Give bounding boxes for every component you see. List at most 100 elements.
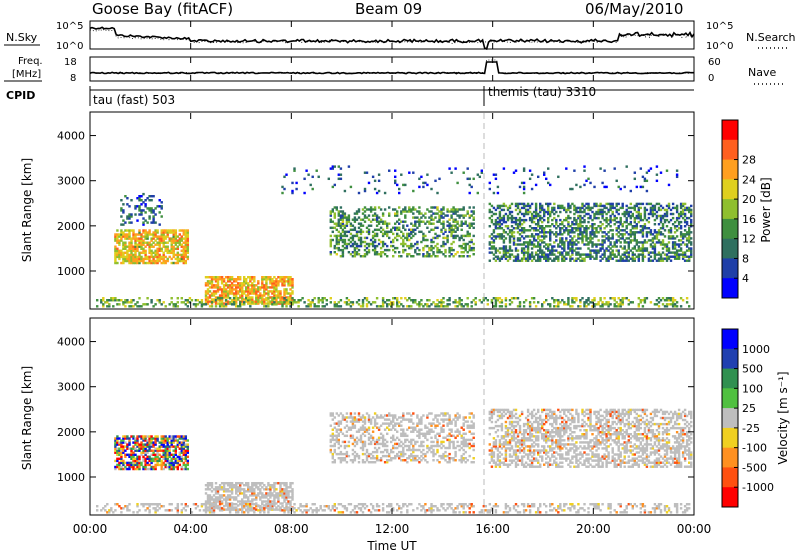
scatter-cell (561, 259, 564, 262)
scatter-cell (494, 297, 498, 300)
scatter-cell (500, 301, 504, 304)
scatter-cell (675, 235, 679, 238)
scatter-cell (444, 255, 447, 258)
scatter-cell (639, 218, 643, 222)
scatter-cell (653, 247, 657, 250)
scatter-cell (553, 299, 556, 302)
scatter-cell (154, 455, 157, 459)
scatter-cell (116, 449, 119, 452)
scatter-cell (651, 214, 655, 218)
scatter-cell (496, 185, 500, 189)
scatter-cell (114, 245, 117, 248)
scatter-cell (289, 298, 292, 301)
scatter-cell (329, 297, 333, 300)
scatter-cell (235, 507, 238, 510)
scatter-cell (136, 257, 139, 261)
scatter-cell (539, 204, 542, 208)
scatter-cell (186, 301, 190, 304)
scatter-cell (438, 301, 441, 304)
scatter-cell (589, 239, 592, 242)
scatter-cell (140, 257, 143, 261)
scatter-cell (559, 210, 562, 214)
scatter-cell (259, 292, 262, 295)
scatter-cell (164, 305, 167, 308)
scatter-cell (158, 299, 161, 302)
scatter-cell (688, 206, 691, 210)
scatter-cell (621, 225, 624, 228)
scatter-cell (289, 504, 292, 507)
scatter-cell (247, 284, 250, 287)
scatter-cell (440, 212, 443, 215)
scatter-cell (204, 502, 208, 505)
scatter-cell (124, 301, 127, 304)
sky-tick-top: 10^5 (56, 21, 83, 32)
scatter-cell (120, 207, 123, 210)
scatter-cell (313, 303, 316, 306)
scatter-cell (361, 299, 365, 302)
scatter-cell (329, 220, 333, 223)
scatter-cell (617, 251, 620, 254)
scatter-cell (599, 220, 602, 224)
scatter-cell (577, 225, 580, 228)
scatter-cell (136, 441, 139, 444)
scatter-cell (140, 453, 143, 457)
scatter-cell (625, 259, 628, 262)
scatter-cell (681, 257, 685, 260)
scatter-cell (688, 259, 691, 262)
scatter-cell (230, 503, 234, 506)
scatter-cell (152, 457, 155, 461)
scatter-cell (573, 259, 576, 262)
scatter-cell (136, 301, 139, 304)
station-title: Goose Bay (fitACF) (92, 0, 233, 18)
scatter-cell (204, 300, 208, 303)
scatter-cell (230, 276, 234, 279)
scatter-cell (122, 231, 125, 234)
scatter-cell (208, 276, 212, 279)
scatter-cell (553, 202, 556, 206)
scatter-cell (601, 239, 604, 242)
scatter-cell (114, 503, 117, 506)
scatter-cell (152, 211, 155, 214)
scatter-cell (160, 443, 163, 446)
scatter-cell (138, 457, 141, 461)
scatter-cell (470, 240, 473, 244)
scatter-cell (404, 242, 407, 246)
scatter-cell (653, 212, 657, 216)
scatter-cell (649, 202, 653, 206)
scatter-cell (537, 229, 540, 232)
scatter-cell (118, 233, 121, 236)
scatter-cell (208, 496, 212, 499)
scatter-cell (637, 257, 641, 260)
scatter-cell (667, 303, 671, 306)
scatter-cell (502, 255, 506, 258)
scatter-cell (522, 181, 526, 185)
scatter-cell (263, 507, 266, 510)
scatter-cell (619, 206, 622, 210)
scatter-cell (547, 210, 550, 214)
scatter-cell (400, 220, 403, 223)
scatter-cell (549, 233, 552, 236)
scatter-cell (180, 443, 184, 446)
scatter-cell (226, 490, 230, 493)
scatter-cell (142, 221, 145, 224)
scatter-cell (603, 297, 606, 300)
scatter-cell (255, 290, 258, 293)
scatter-cell (160, 441, 163, 444)
scatter-cell (287, 292, 290, 295)
scatter-cell (617, 305, 620, 308)
scatter-cell (160, 463, 163, 467)
scatter-cell (249, 290, 252, 293)
scatter-cell (581, 202, 584, 206)
scatter-cell (669, 231, 673, 234)
scatter-cell (259, 288, 262, 291)
scatter-cell (267, 286, 270, 289)
scatter-cell (277, 301, 280, 304)
scatter-cell (633, 231, 637, 234)
scatter-cell (134, 259, 137, 263)
scatter-cell (412, 299, 415, 302)
scatter-cell (462, 171, 465, 174)
scatter-cell (486, 299, 490, 302)
scatter-cell (541, 227, 544, 230)
scatter-cell (530, 247, 534, 250)
scatter-cell (683, 208, 687, 212)
